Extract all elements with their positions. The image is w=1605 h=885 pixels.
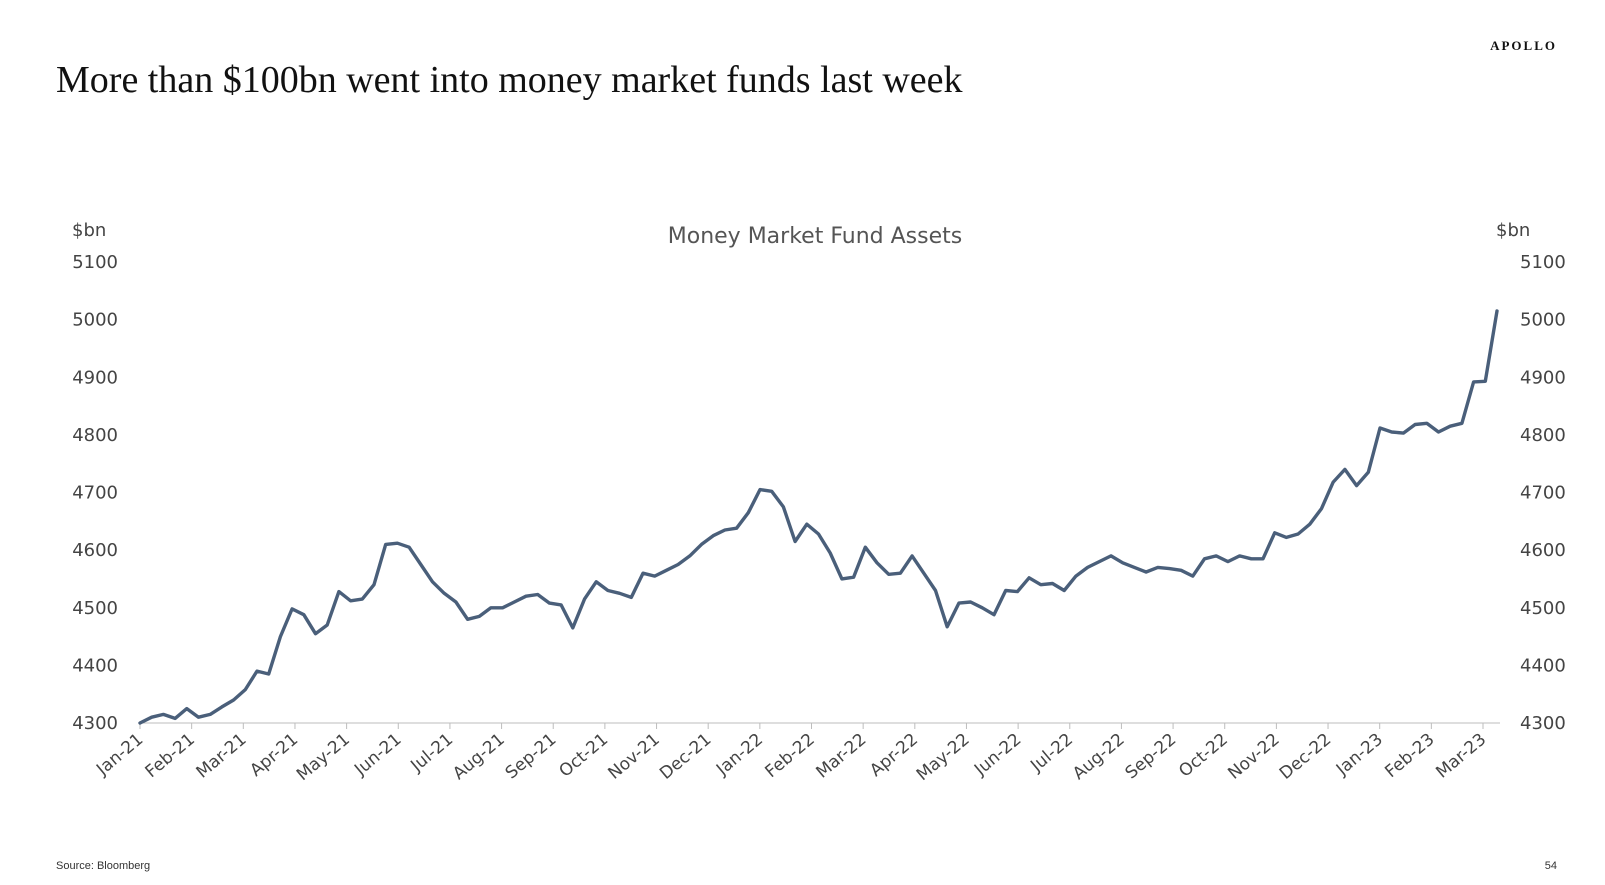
y-tick-left: 5000 (72, 310, 118, 331)
y-axis-right: 4300 4400 4500 4600 4700 4800 4900 5000 5100 (1520, 252, 1566, 734)
x-tick-label: Jan-22 (712, 730, 767, 781)
y-tick-right: 4500 (1520, 598, 1566, 619)
series-layer (138, 309, 1499, 725)
x-tick-label: May-22 (913, 730, 974, 786)
y-tick-left: 4300 (72, 713, 118, 734)
x-tick-label: Apr-22 (866, 730, 922, 781)
y-tick-right: 5100 (1520, 252, 1566, 273)
y-tick-right: 4900 (1520, 367, 1566, 388)
y-tick-right: 4300 (1520, 713, 1566, 734)
y-tick-left: 4400 (72, 655, 118, 676)
x-tick-label: Dec-21 (656, 730, 715, 784)
x-tick-label: Jan-23 (1332, 730, 1387, 781)
y-tick-right: 4800 (1520, 425, 1566, 446)
chart-title: Money Market Fund Assets (668, 224, 962, 249)
y-axis-right-unit: $bn (1496, 220, 1530, 241)
y-tick-right: 4400 (1520, 655, 1566, 676)
x-tick-label: Feb-21 (142, 730, 199, 783)
x-tick-label: Mar-22 (812, 730, 870, 783)
y-tick-right: 4600 (1520, 540, 1566, 561)
x-tick-label: Nov-21 (605, 730, 664, 784)
y-tick-left: 4800 (72, 425, 118, 446)
y-tick-left: 4600 (72, 540, 118, 561)
x-tick-label: Oct-22 (1175, 730, 1232, 782)
source-note: Source: Bloomberg (56, 860, 151, 872)
y-tick-right: 4700 (1520, 483, 1566, 504)
page-number: 54 (1544, 860, 1557, 872)
apollo-logo: APOLLO (1490, 38, 1557, 53)
y-tick-left: 4500 (72, 598, 118, 619)
x-tick-label: Apr-21 (246, 730, 302, 781)
x-tick-label: Sep-21 (502, 730, 561, 784)
x-tick-label: Mar-23 (1432, 730, 1490, 783)
x-tick-label: Sep-22 (1122, 730, 1181, 784)
x-tick-label: Jun-21 (350, 730, 405, 781)
x-tick-label: Aug-21 (449, 730, 509, 785)
x-tick-label: May-21 (293, 730, 354, 786)
x-tick-label: Aug-22 (1069, 730, 1129, 785)
x-tick-label: Jun-22 (970, 730, 1025, 781)
x-tick-label: Oct-21 (555, 730, 612, 782)
x-tick-label: Mar-21 (193, 730, 251, 783)
series-line-money-market-assets (138, 309, 1499, 725)
x-tick-label: Jan-21 (92, 730, 147, 781)
x-tick-label: Feb-22 (762, 730, 819, 783)
x-tick-label: Nov-22 (1224, 730, 1283, 784)
y-axis-left-unit: $bn (72, 220, 106, 241)
y-tick-right: 5000 (1520, 310, 1566, 331)
page-headline: More than $100bn went into money market … (56, 59, 963, 101)
x-tick-label: Dec-22 (1276, 730, 1335, 784)
y-tick-left: 4700 (72, 483, 118, 504)
x-tick-label: Feb-23 (1381, 730, 1438, 783)
y-tick-left: 4900 (72, 367, 118, 388)
y-tick-left: 5100 (72, 252, 118, 273)
y-axis-left: 4300 4400 4500 4600 4700 4800 4900 5000 5100 (72, 252, 118, 734)
